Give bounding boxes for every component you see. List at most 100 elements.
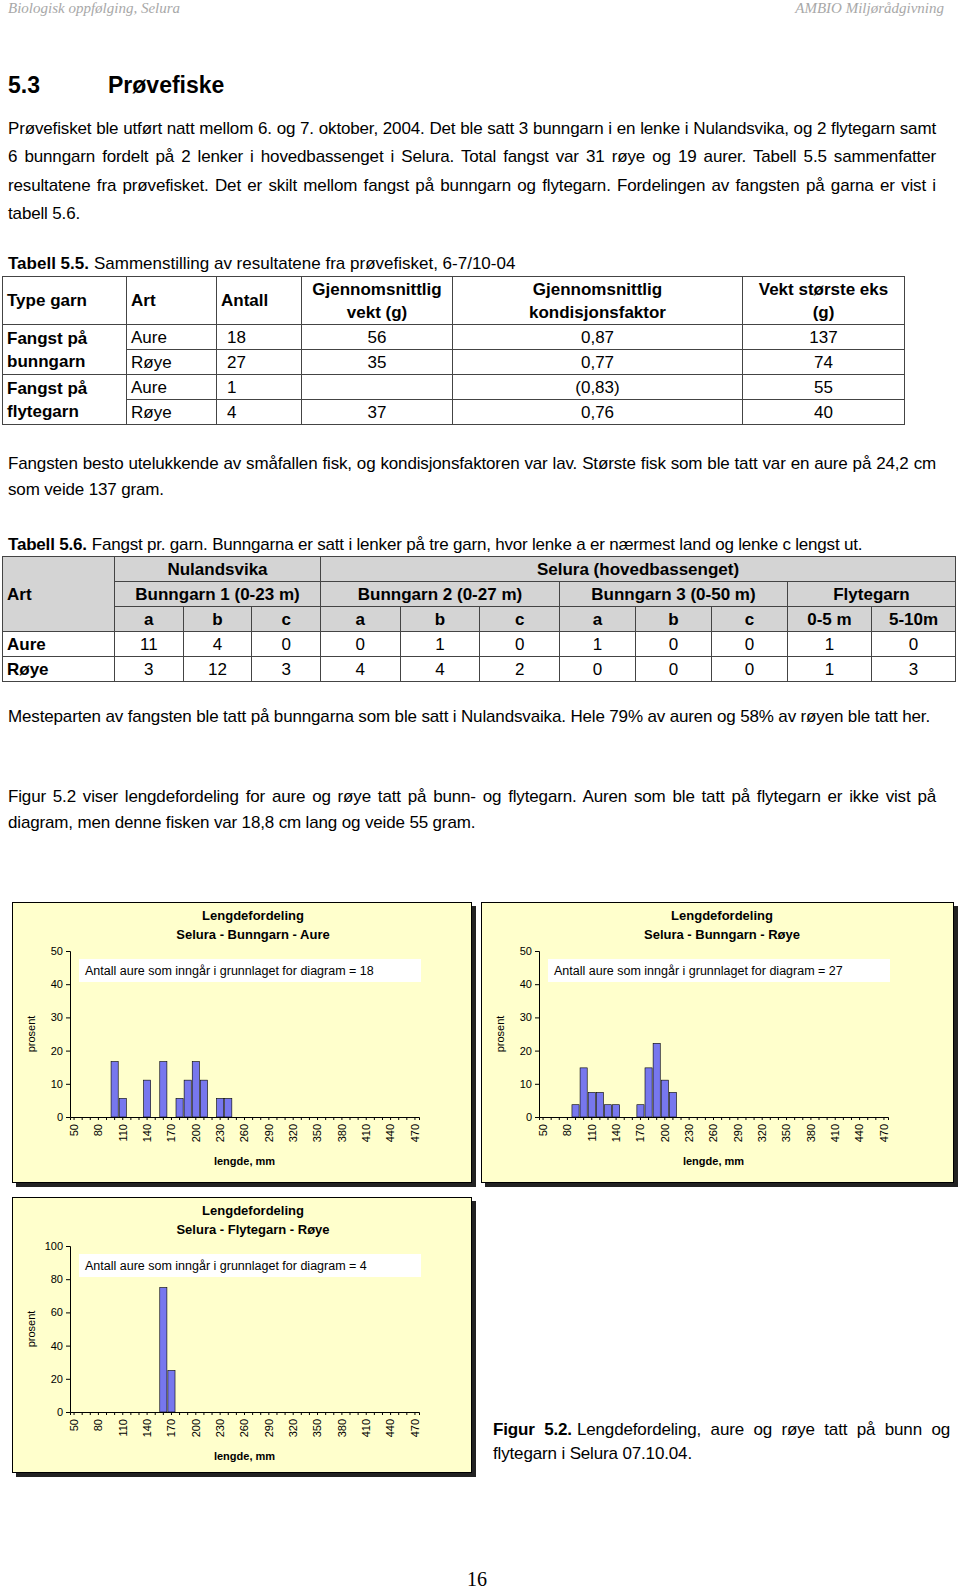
tick-mark	[98, 1412, 99, 1415]
bars	[572, 1043, 677, 1117]
tick-mark	[883, 1117, 884, 1120]
tick	[843, 1117, 844, 1120]
tick	[228, 1117, 229, 1120]
tick	[130, 1412, 131, 1415]
tick: 410	[829, 1117, 841, 1142]
tick	[398, 1117, 399, 1120]
tick	[236, 1412, 237, 1415]
net-header: 0-5 m	[787, 607, 871, 632]
net-header: b	[635, 607, 711, 632]
bar	[726, 1117, 733, 1118]
tick-label: 20	[51, 1373, 63, 1385]
bar	[144, 1412, 151, 1413]
bar	[548, 1117, 555, 1118]
bar	[637, 1105, 644, 1117]
bar	[824, 1117, 831, 1118]
tick-label: 200	[190, 1419, 202, 1437]
tick	[632, 1117, 633, 1120]
bar	[192, 1062, 199, 1117]
tick-mark	[414, 1117, 415, 1120]
tick-mark	[66, 1246, 70, 1247]
tick-label: 440	[384, 1419, 396, 1437]
tick-label: 320	[756, 1124, 768, 1142]
bar	[856, 1117, 863, 1118]
table-cell: 0,76	[453, 400, 743, 425]
tick-mark	[770, 1117, 771, 1120]
tick: 380	[336, 1117, 348, 1142]
tick	[551, 1117, 552, 1120]
tick: 140	[141, 1117, 153, 1142]
axis-line	[66, 952, 71, 1118]
bar	[387, 1117, 394, 1118]
table-caption: Tabell 5.5.Sammenstilling av resultatene…	[8, 252, 948, 276]
tick-mark	[366, 1412, 367, 1415]
bar	[79, 1117, 86, 1118]
tick	[285, 1412, 286, 1415]
tick-mark	[358, 1117, 359, 1120]
bar	[322, 1117, 329, 1118]
bar	[241, 1117, 248, 1118]
tick	[729, 1117, 730, 1120]
tick-mark	[745, 1117, 746, 1120]
tick-mark	[66, 984, 70, 985]
tick-mark	[786, 1117, 787, 1120]
tick-mark	[591, 1117, 592, 1120]
tick	[187, 1117, 188, 1120]
table-cell: Røye	[127, 400, 217, 425]
column-header: Art	[127, 277, 217, 325]
tick-label: 350	[780, 1124, 792, 1142]
tick	[656, 1117, 657, 1120]
tick	[406, 1117, 407, 1120]
header-line: Gjennomsnittlig	[533, 280, 662, 299]
page: Biologisk oppfølging, SeluraAMBIO Miljør…	[0, 0, 960, 1593]
header-line: Antall	[221, 291, 268, 310]
tick-mark	[195, 1117, 196, 1120]
bar	[371, 1412, 378, 1413]
tick: 80	[92, 1412, 104, 1431]
section-number: 5.3	[8, 72, 40, 99]
gear-header: Bunngarn 3 (0-50 m)	[559, 582, 787, 607]
tick-mark	[317, 1117, 318, 1120]
tick-mark	[309, 1412, 310, 1415]
tick-mark	[236, 1117, 237, 1120]
table-cell	[302, 375, 453, 400]
row-label: Røye	[3, 657, 115, 682]
y-axis-title: prosent	[25, 1016, 37, 1053]
tick-mark	[640, 1117, 641, 1120]
tick-mark	[843, 1117, 844, 1120]
tick	[672, 1117, 673, 1120]
tick	[212, 1117, 213, 1120]
group-label: Fangst påbunngarn	[3, 325, 127, 375]
tick: 440	[853, 1117, 865, 1142]
bar	[298, 1412, 305, 1413]
table-header-row: Type garnArtAntallGjennomsnittligvekt (g…	[3, 277, 905, 325]
tick-mark	[535, 1017, 539, 1018]
table-5-6: ArtNulandsvikaSelura (hovedbassenget)Bun…	[2, 556, 956, 682]
column	[453, 277, 743, 425]
tick: 50	[537, 1117, 549, 1136]
tick-mark	[147, 1412, 148, 1415]
column-header: Vekt største eks(g)	[743, 277, 905, 325]
group-label: Fangst påflytegarn	[3, 375, 127, 425]
table-cell: 12	[183, 657, 252, 682]
tick-mark	[729, 1117, 730, 1120]
tick-mark	[333, 1412, 334, 1415]
net-header: b	[183, 607, 252, 632]
tick: 290	[263, 1117, 275, 1142]
tick	[358, 1412, 359, 1415]
tick-mark	[535, 984, 539, 985]
tick-mark	[268, 1117, 269, 1120]
tick-mark	[260, 1412, 261, 1415]
tick	[333, 1117, 334, 1120]
table-row: Røye27350,7774	[3, 350, 905, 375]
bar	[233, 1117, 240, 1118]
bar	[767, 1117, 774, 1118]
bar	[864, 1117, 871, 1118]
tick-label: 170	[165, 1419, 177, 1437]
tick-label: 320	[287, 1419, 299, 1437]
tick: 40	[51, 1340, 70, 1352]
tick-label: 80	[92, 1124, 104, 1136]
tick-mark	[414, 1412, 415, 1415]
tick	[309, 1412, 310, 1415]
tick-label: 110	[586, 1124, 598, 1142]
